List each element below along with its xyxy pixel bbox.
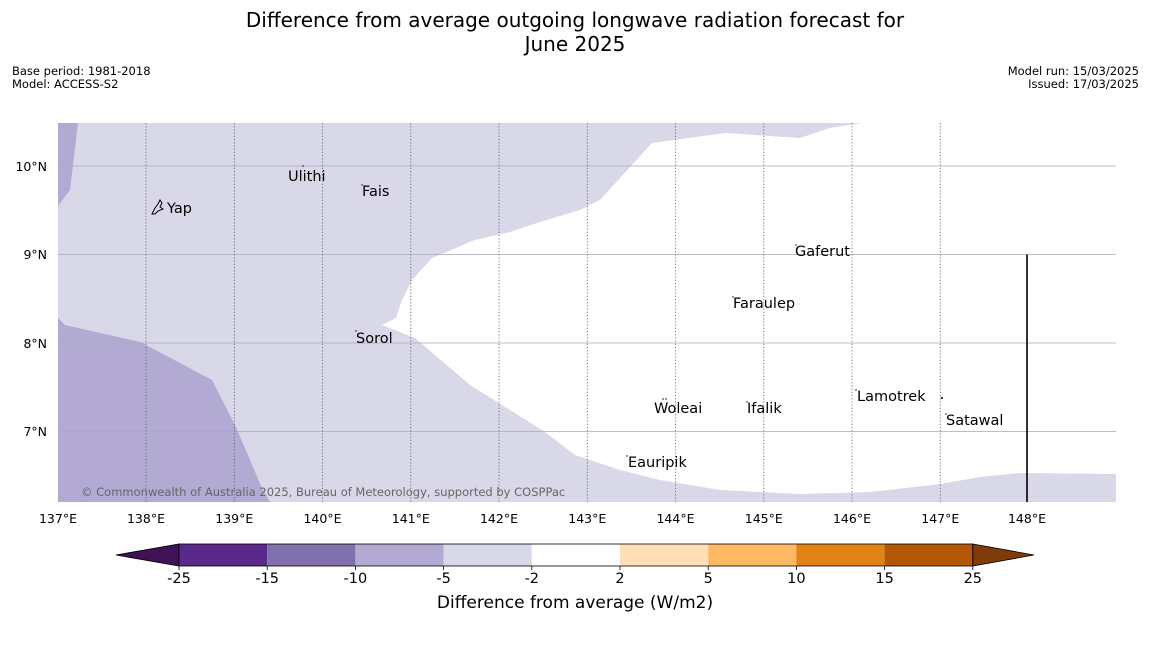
lon-labels: 137°E 138°E 139°E 140°E 141°E 142°E 143°… <box>39 511 1046 526</box>
place-label-fais: Fais <box>362 184 389 200</box>
place-label-ulithi: Ulithi <box>288 169 326 185</box>
map-plot: Ulithi Fais Yap Gaferut Faraulep Sorol L… <box>58 123 1116 502</box>
meta-left: Base period: 1981-2018 Model: ACCESS-S2 <box>12 65 151 91</box>
lon-label-148e: 148°E <box>1008 511 1046 526</box>
place-label-faraulep: Faraulep <box>733 296 795 312</box>
colorbar: -25 -15 -10 -5 -2 2 5 10 15 25 <box>115 543 1035 587</box>
lon-gridlines <box>145 123 941 502</box>
colorbar-segment-1 <box>179 544 268 566</box>
title-line-2: June 2025 <box>524 32 626 56</box>
lat-label-10n: 10°N <box>15 159 47 174</box>
lon-label-140e: 140°E <box>303 511 341 526</box>
place-label-woleai: Woleai <box>654 401 702 417</box>
colorbar-extend-right <box>972 543 1035 567</box>
copyright-text: © Commonwealth of Australia 2025, Bureau… <box>81 485 565 499</box>
colorbar-tick-labels: -25 -15 -10 -5 -2 2 5 10 15 25 <box>167 571 982 587</box>
place-label-gaferut: Gaferut <box>795 244 850 260</box>
colorbar-extend-left <box>115 543 180 567</box>
lon-label-141e: 141°E <box>392 511 430 526</box>
place-label-ifalik: Ifalik <box>747 401 782 417</box>
model-text: Model: ACCESS-S2 <box>12 77 119 91</box>
lon-label-145e: 145°E <box>745 511 783 526</box>
region-medium-upper <box>58 123 78 206</box>
lon-label-146e: 146°E <box>833 511 871 526</box>
colorbar-ticks <box>178 566 974 570</box>
colorbar-segment-8 <box>796 544 885 566</box>
base-period-text: Base period: 1981-2018 <box>12 64 151 78</box>
colorbar-tick-label: 25 <box>964 571 982 587</box>
island-dots <box>302 165 947 457</box>
colorbar-tick-label: -15 <box>255 571 279 587</box>
colorbar-tick-label: 10 <box>787 571 805 587</box>
place-labels: Ulithi Fais Yap Gaferut Faraulep Sorol L… <box>166 169 1003 471</box>
colorbar-frame <box>178 543 974 567</box>
colorbar-segment-7 <box>708 544 797 566</box>
region-medium-lower <box>58 318 270 502</box>
lon-label-137e: 137°E <box>39 511 77 526</box>
lat-label-9n: 9°N <box>23 247 47 262</box>
lat-labels: 10°N 9°N 8°N 7°N <box>15 159 47 439</box>
lon-label-143e: 143°E <box>568 511 606 526</box>
colorbar-tick-label: 2 <box>615 571 624 587</box>
chart-title: Difference from average outgoing longwav… <box>0 8 1150 56</box>
lon-label-139e: 139°E <box>215 511 253 526</box>
model-run-text: Model run: 15/03/2025 <box>1007 64 1139 78</box>
colorbar-label: Difference from average (W/m2) <box>436 593 714 613</box>
colorbar-segment-9 <box>884 544 973 566</box>
lat-label-8n: 8°N <box>23 336 47 351</box>
place-label-satawal: Satawal <box>946 413 1003 429</box>
colorbar-tick-label: 15 <box>875 571 893 587</box>
title-line-1: Difference from average outgoing longwav… <box>245 8 905 32</box>
colorbar-segment-4 <box>443 544 532 566</box>
meta-right: Model run: 15/03/2025 Issued: 17/03/2025 <box>1008 65 1139 91</box>
colorbar-tick-label: 5 <box>704 571 713 587</box>
colorbar-tick-label: -5 <box>436 571 450 587</box>
place-label-yap: Yap <box>166 201 192 217</box>
region-white <box>382 123 1116 494</box>
colorbar-segment-3 <box>355 544 444 566</box>
colorbar-segment-5 <box>531 544 620 566</box>
colorbar-tick-label: -2 <box>525 571 539 587</box>
place-label-lamotrek: Lamotrek <box>857 389 926 405</box>
colorbar-segment-2 <box>267 544 356 566</box>
place-label-sorol: Sorol <box>356 331 393 347</box>
place-label-eauripik: Eauripik <box>628 455 687 471</box>
colorbar-tick-label: -25 <box>167 571 191 587</box>
lon-label-144e: 144°E <box>656 511 694 526</box>
colorbar-tick-label: -10 <box>344 571 368 587</box>
lat-label-7n: 7°N <box>23 424 47 439</box>
colorbar-segment-6 <box>620 544 709 566</box>
lon-label-138e: 138°E <box>127 511 165 526</box>
issued-text: Issued: 17/03/2025 <box>1028 77 1139 91</box>
lon-label-147e: 147°E <box>921 511 959 526</box>
lon-label-142e: 142°E <box>480 511 518 526</box>
yap-island-shape <box>151 199 165 215</box>
